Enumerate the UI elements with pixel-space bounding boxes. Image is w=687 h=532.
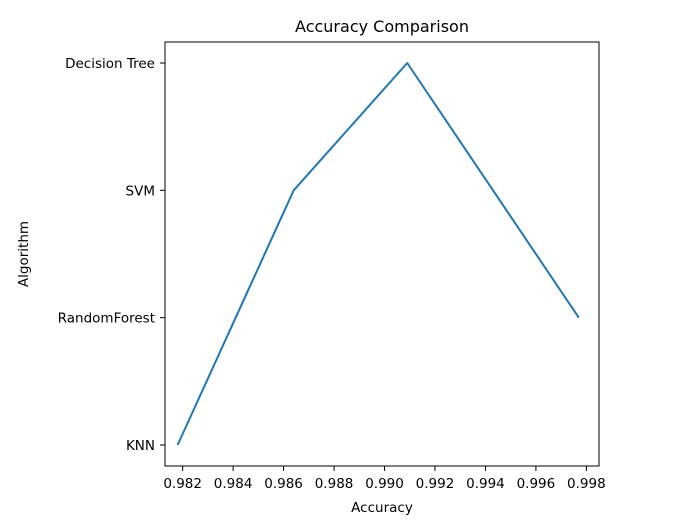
plot-area [164,41,600,467]
y-tick-label: KNN [126,438,155,454]
axes-frame [164,41,600,467]
chart-title: Accuracy Comparison [295,17,469,36]
x-tick-label: 0.996 [517,476,556,492]
x-tick-label: 0.990 [365,476,404,492]
series-line-0 [176,62,580,446]
x-tick-label: 0.984 [214,476,253,492]
x-axis-ticks: 0.982 0.984 0.986 0.988 0.990 0.992 0.994 0.996… [163,466,606,492]
x-tick-label: 0.988 [315,476,354,492]
y-tick-label: Decision Tree [65,56,155,72]
x-tick-label: 0.982 [163,476,202,492]
y-axis-label: Algorithm [16,221,32,287]
x-tick-label: 0.986 [264,476,303,492]
y-tick-label: SVM [126,183,155,199]
x-tick-label: 0.998 [567,476,606,492]
y-axis-ticks: KNN RandomForest SVM Decision Tree [58,56,165,454]
x-tick-label: 0.992 [416,476,455,492]
x-axis-label: Accuracy [351,500,413,516]
x-tick-label: 0.994 [466,476,505,492]
y-tick-label: RandomForest [58,311,155,327]
